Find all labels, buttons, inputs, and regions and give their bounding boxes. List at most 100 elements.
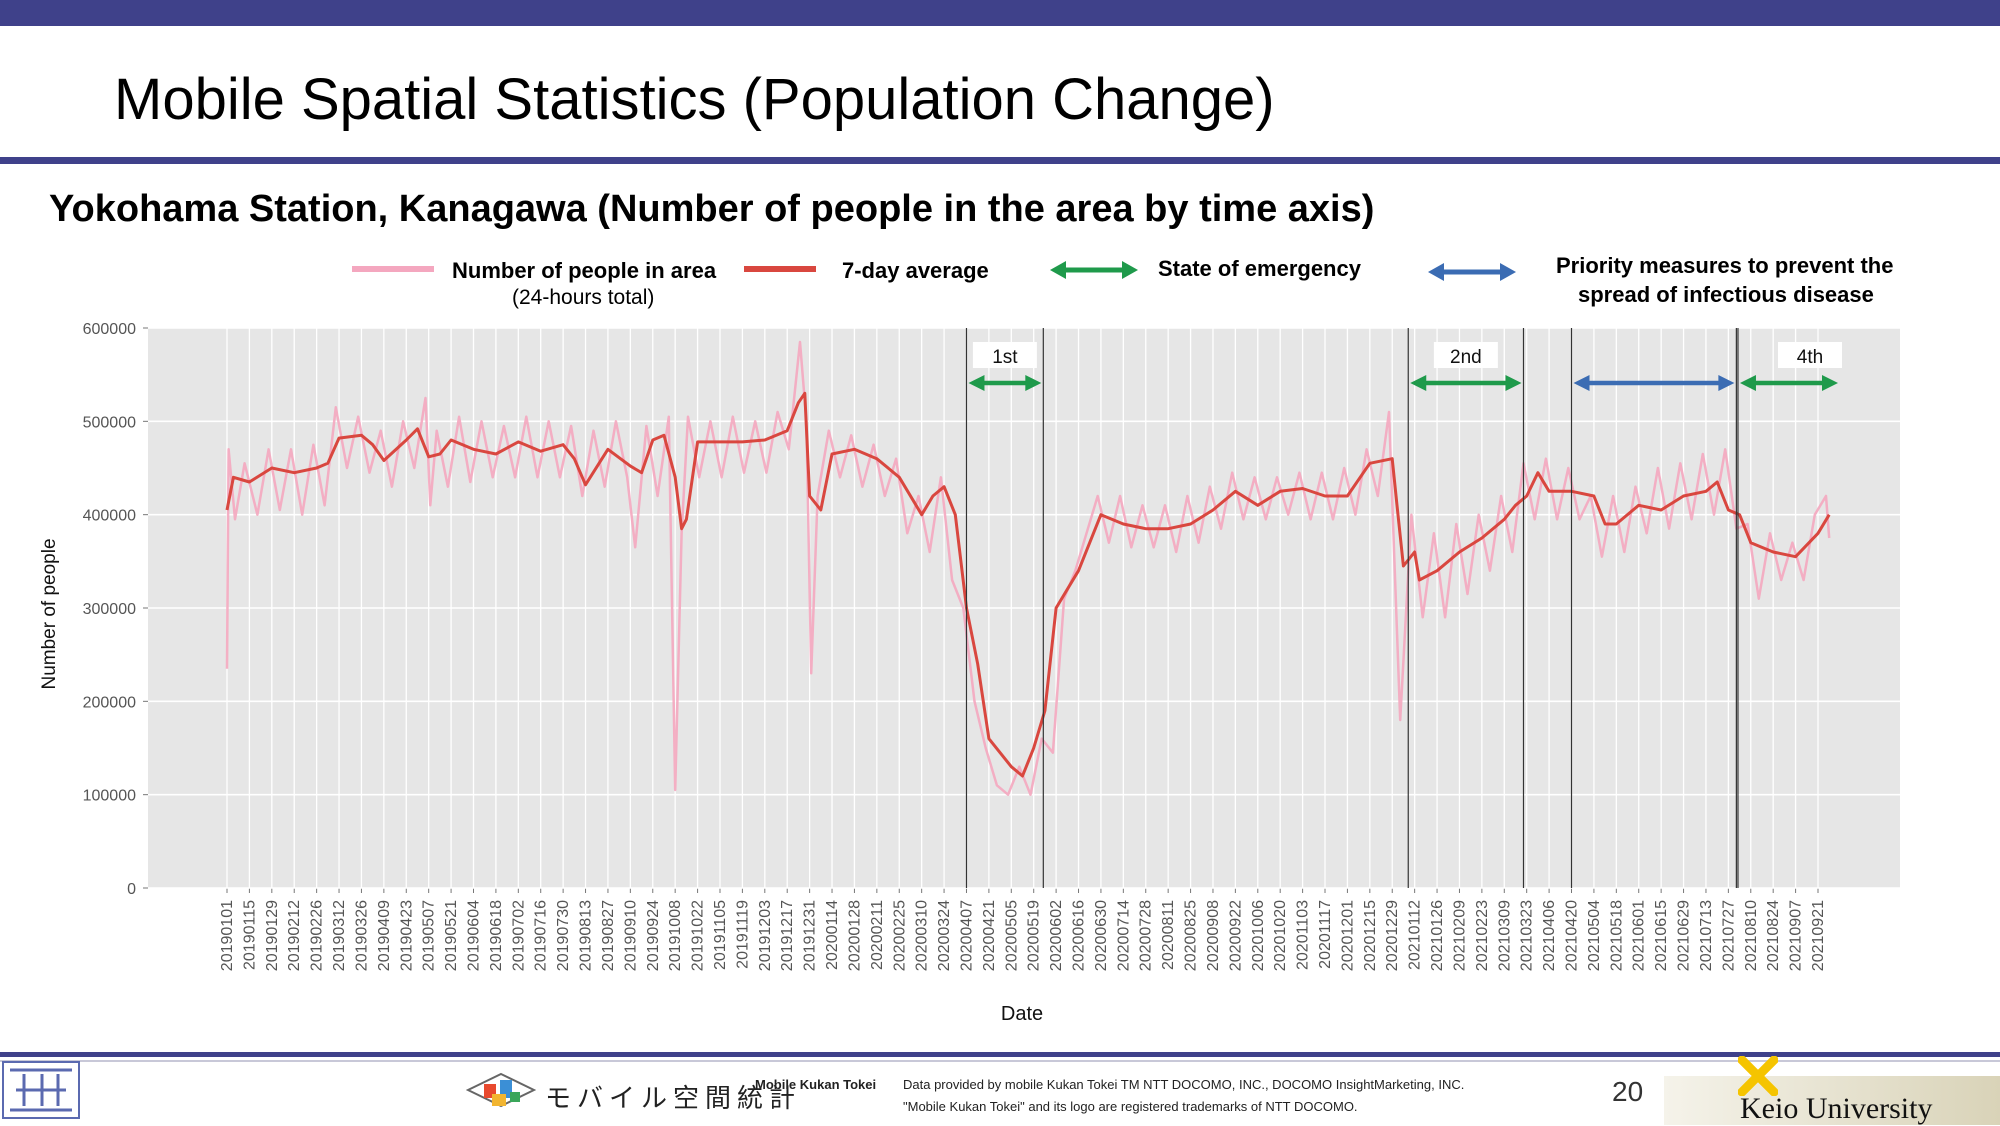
x-tick-label: 20200811 <box>1160 900 1177 970</box>
x-tick-label: 20200602 <box>1048 900 1065 971</box>
period-label: 2nd <box>1450 347 1482 368</box>
x-tick-label: 20201020 <box>1272 900 1289 971</box>
x-tick-label: 20190521 <box>443 900 460 971</box>
x-axis-title: Date <box>1001 1003 1043 1025</box>
keio-university-name: Keio University <box>1740 1092 1933 1125</box>
y-tick-label: 100000 <box>83 788 136 805</box>
legend-raw-swatch <box>352 266 434 272</box>
x-tick-label: 20210309 <box>1496 900 1513 971</box>
x-tick-label: 20191217 <box>779 900 796 971</box>
period-arrow-head-right <box>1718 375 1735 391</box>
x-tick-label: 20210518 <box>1608 900 1625 971</box>
legend-raw-sublabel: (24-hours total) <box>512 286 655 309</box>
top-brand-bar <box>0 0 2000 26</box>
footer-divider-light <box>0 1060 2000 1062</box>
x-tick-label: 20200211 <box>869 900 886 970</box>
x-tick-label: 20200714 <box>1115 900 1132 971</box>
x-tick-label: 20200128 <box>846 900 863 971</box>
legend-avg-swatch <box>744 266 816 272</box>
legend-priority-arrow-icon <box>1428 263 1516 281</box>
x-tick-label: 20200505 <box>1003 900 1020 971</box>
lab-logo-icon <box>2 1061 80 1119</box>
x-tick-label: 20210824 <box>1765 900 1782 971</box>
x-tick-label: 20210727 <box>1720 900 1737 971</box>
period-arrow-head-left <box>1410 375 1427 391</box>
x-tick-label: 20190910 <box>622 900 639 971</box>
x-tick-label: 20200908 <box>1205 900 1222 971</box>
x-tick-label: 20200114 <box>824 900 841 970</box>
credit-line-1: Data provided by mobile Kukan Tokei TM N… <box>903 1077 1465 1092</box>
x-tick-label: 20200324 <box>936 900 953 971</box>
period-label: 4th <box>1797 347 1823 368</box>
x-tick-label: 20191119 <box>734 900 751 969</box>
x-tick-label: 20210209 <box>1451 900 1468 971</box>
x-tick-label: 20190730 <box>555 900 572 971</box>
x-tick-label: 20191231 <box>802 900 819 971</box>
period-label-box <box>1433 342 1498 368</box>
x-tick-label: 20191022 <box>690 900 707 971</box>
x-tick-label: 20191008 <box>667 900 684 971</box>
legend-avg-label: 7-day average <box>842 258 989 283</box>
slide-title: Mobile Spatial Statistics (Population Ch… <box>114 67 1275 132</box>
x-tick-label: 20190618 <box>488 900 505 971</box>
x-tick-label: 20210406 <box>1541 900 1558 971</box>
y-tick-label: 0 <box>127 881 136 898</box>
x-tick-label: 20201201 <box>1339 900 1356 971</box>
legend-raw-label: Number of people in area <box>452 258 717 283</box>
period-arrow-head-right <box>1822 375 1838 391</box>
x-tick-label: 20210615 <box>1653 900 1670 971</box>
population-chart: 20190101 20190115 20190129 20190212 20190226… <box>39 321 1900 1025</box>
x-tick-label: 20200225 <box>891 900 908 971</box>
y-tick-label: 200000 <box>83 694 136 711</box>
x-tick-label: 20210504 <box>1586 900 1603 971</box>
period-label-box <box>1778 342 1842 368</box>
y-tick-label: 600000 <box>83 321 136 338</box>
x-tick-label: 20200407 <box>958 900 975 971</box>
keio-banner <box>1664 1076 2000 1125</box>
x-tick-label: 20190716 <box>533 900 550 971</box>
x-tick-label: 20201229 <box>1384 900 1401 971</box>
x-tick-label: 20210420 <box>1564 900 1581 971</box>
x-tick-label: 20190924 <box>645 900 662 971</box>
x-tick-label: 20190604 <box>465 900 482 971</box>
legend-emergency-label: State of emergency <box>1158 256 1361 281</box>
x-tick-label: 20190226 <box>309 900 326 971</box>
x-tick-label: 20190423 <box>398 900 415 971</box>
legend-priority-label-1: Priority measures to prevent the <box>1556 253 1894 278</box>
x-tick-label: 20201006 <box>1250 900 1267 971</box>
y-tick-label: 300000 <box>83 601 136 618</box>
x-tick-label: 20190129 <box>264 900 281 971</box>
x-tick-label: 20200630 <box>1093 900 1110 971</box>
y-axis-title: Number of people <box>39 538 60 689</box>
y-tick-label: 400000 <box>83 508 136 525</box>
x-tick-label: 20190409 <box>376 900 393 971</box>
jp-logo-text: モバイル空間統計 <box>545 1083 802 1113</box>
x-tick-label: 20210223 <box>1474 900 1491 971</box>
x-tick-label: 20191105 <box>712 900 729 970</box>
x-tick-label: 20200825 <box>1183 900 1200 971</box>
x-tick-label: 20190101 <box>219 900 236 971</box>
x-tick-label: 20190312 <box>331 900 348 971</box>
x-tick-label: 20210907 <box>1788 900 1805 971</box>
page-number: 20 <box>1612 1076 1644 1107</box>
x-tick-label: 20210810 <box>1743 900 1760 971</box>
footer-divider <box>0 1052 2000 1057</box>
x-tick-label: 20200728 <box>1138 900 1155 971</box>
period-arrow-head-right <box>1025 375 1042 391</box>
x-tick-label: 20210323 <box>1519 900 1536 971</box>
x-tick-label: 20210601 <box>1631 900 1648 971</box>
series-line-raw <box>225 340 1831 796</box>
period-arrow-head-left <box>1739 375 1756 391</box>
legend-priority-label-2: spread of infectious disease <box>1578 282 1874 307</box>
x-tick-label: 20190507 <box>421 900 438 971</box>
x-tick-label: 20190702 <box>510 900 527 971</box>
period-arrow-head-right <box>1505 375 1522 391</box>
title-divider <box>0 157 2000 164</box>
x-tick-label: 20201103 <box>1295 900 1312 970</box>
legend-emergency-arrow-icon <box>1050 261 1138 279</box>
keio-pen-logo-icon <box>1738 1056 1778 1096</box>
x-tick-label: 20190326 <box>353 900 370 971</box>
x-tick-label: 20210112 <box>1407 900 1424 970</box>
x-tick-label: 20200310 <box>914 900 931 971</box>
x-tick-label: 20190827 <box>600 900 617 971</box>
